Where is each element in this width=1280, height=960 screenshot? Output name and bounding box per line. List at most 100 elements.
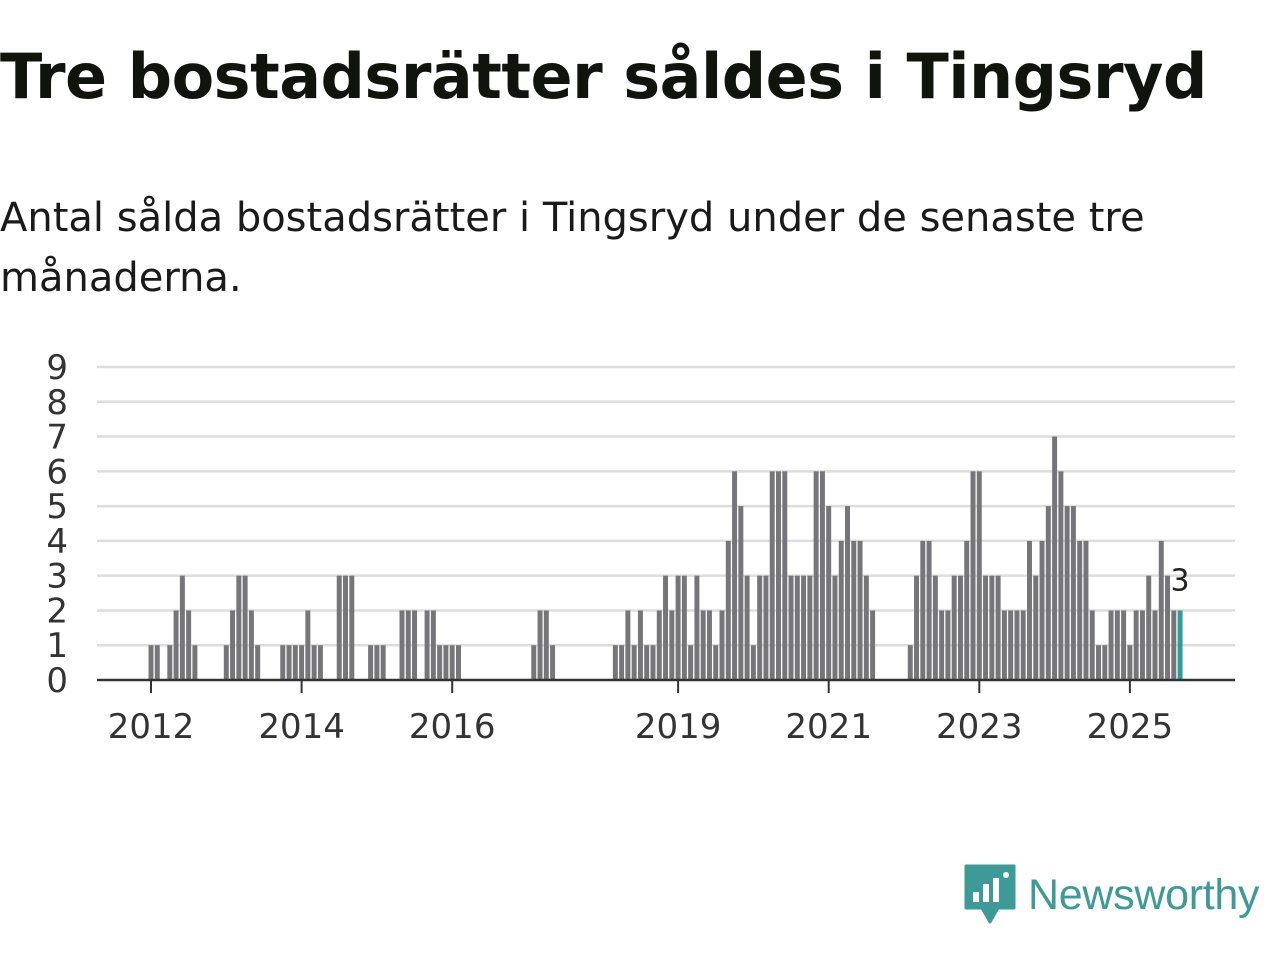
- bar-2022-11: [964, 540, 970, 680]
- bar-2015-12: [443, 645, 449, 680]
- gridlines: [97, 365, 1235, 647]
- newsworthy-logo: Newsworthy: [964, 862, 1259, 928]
- bar-2014-01: [299, 645, 305, 680]
- bar-2014-09: [349, 575, 355, 680]
- bar-2013-06: [255, 645, 261, 680]
- bar-2017-03: [537, 610, 543, 680]
- bar-2021-01: [826, 506, 832, 680]
- bar-2019-01: [675, 575, 681, 680]
- bar-2025-05: [1152, 610, 1158, 680]
- bar-2012-07: [186, 610, 192, 680]
- bar-2020-07: [788, 575, 794, 680]
- bar-2012-04: [167, 645, 173, 680]
- bar-2015-06: [405, 610, 411, 680]
- bar-2022-06: [932, 575, 938, 680]
- annotations: 3: [1171, 563, 1190, 598]
- bar-2024-02: [1058, 471, 1064, 680]
- bar-2018-12: [669, 610, 675, 680]
- bar-2017-04: [543, 610, 549, 680]
- y-tick-label: 3: [46, 557, 68, 597]
- bar-2018-03: [612, 645, 618, 680]
- y-tick-label: 9: [46, 348, 68, 388]
- bar-2019-08: [719, 610, 725, 680]
- bar-2021-04: [845, 506, 850, 680]
- bar-2013-04: [242, 575, 248, 680]
- bar-2015-01: [374, 645, 380, 680]
- bar-2013-01: [223, 645, 229, 680]
- bar-2013-03: [236, 575, 242, 680]
- bar-2022-12: [970, 471, 976, 680]
- bar-2015-07: [412, 610, 418, 680]
- bar-2024-06: [1083, 540, 1089, 680]
- bar-2017-05: [550, 645, 556, 680]
- newsworthy-logo-text: Newsworthy: [1028, 870, 1260, 919]
- bar-2015-09: [424, 610, 430, 680]
- bar-2020-03: [763, 575, 769, 680]
- bar-2023-09: [1027, 540, 1032, 680]
- bar-2023-08: [1020, 610, 1026, 680]
- x-tick-label: 2016: [409, 707, 496, 747]
- bar-2020-10: [807, 575, 813, 680]
- bar-2022-02: [907, 645, 913, 680]
- bar-2023-04: [995, 575, 1001, 680]
- bar-2020-06: [782, 471, 788, 680]
- bar-2019-05: [700, 610, 706, 680]
- bar-2014-12: [368, 645, 374, 680]
- bar-2015-10: [430, 610, 436, 680]
- x-tick-label: 2012: [108, 707, 195, 747]
- bar-2022-03: [914, 575, 920, 680]
- y-tick-label: 8: [46, 383, 68, 423]
- bar-2025-02: [1133, 610, 1139, 680]
- bar-2012-08: [192, 645, 198, 680]
- bar-2024-10: [1108, 610, 1114, 680]
- x-tick-label: 2025: [1087, 707, 1174, 747]
- x-tick-label: 2021: [785, 707, 872, 747]
- bar-2016-01: [449, 645, 455, 680]
- bar-2025-09: [1177, 610, 1183, 680]
- bar-2020-05: [776, 471, 781, 680]
- y-tick-label: 7: [46, 418, 68, 458]
- bar-2019-04: [694, 575, 700, 680]
- bar-2014-04: [317, 645, 323, 680]
- bar-2024-11: [1114, 610, 1120, 680]
- bar-2024-01: [1052, 436, 1058, 680]
- bar-2025-01: [1127, 645, 1133, 680]
- bar-2023-01: [976, 471, 982, 680]
- bar-2025-08: [1171, 610, 1177, 680]
- bar-2014-03: [311, 645, 317, 680]
- bar-2013-02: [230, 610, 236, 680]
- bar-2019-03: [688, 645, 694, 680]
- bar-2013-05: [248, 610, 254, 680]
- bar-2020-09: [801, 575, 807, 680]
- bar-2014-02: [305, 610, 311, 680]
- bar-2012-02: [154, 645, 160, 680]
- bar-2013-11: [286, 645, 292, 680]
- bar-2021-06: [857, 540, 863, 680]
- bar-2021-08: [870, 610, 876, 680]
- bar-2023-05: [1001, 610, 1007, 680]
- y-tick-label: 4: [46, 522, 68, 562]
- bar-2024-03: [1064, 506, 1070, 680]
- bar-2022-10: [957, 575, 963, 680]
- bar-2020-04: [769, 471, 775, 680]
- bar-2012-05: [173, 610, 179, 680]
- bar-2020-02: [757, 575, 763, 680]
- bar-2019-02: [681, 575, 687, 680]
- bar-2015-05: [399, 610, 405, 680]
- bar-2015-02: [380, 645, 386, 680]
- bar-2021-05: [851, 540, 857, 680]
- bar-2014-08: [343, 575, 348, 680]
- bar-2022-07: [939, 610, 945, 680]
- bar-2023-06: [1008, 610, 1014, 680]
- bar-2024-04: [1070, 506, 1076, 680]
- y-tick-label: 0: [46, 661, 68, 701]
- bar-2024-12: [1121, 610, 1127, 680]
- bar-2016-02: [455, 645, 461, 680]
- chart-subtitle: Antal sålda bostadsrätter i Tingsryd und…: [0, 195, 1145, 301]
- bar-2018-11: [663, 575, 669, 680]
- bar-2025-07: [1165, 575, 1171, 680]
- bar-2025-04: [1146, 575, 1152, 680]
- bar-2022-05: [926, 540, 932, 680]
- bars: [148, 436, 1183, 680]
- bar-2018-06: [631, 645, 637, 680]
